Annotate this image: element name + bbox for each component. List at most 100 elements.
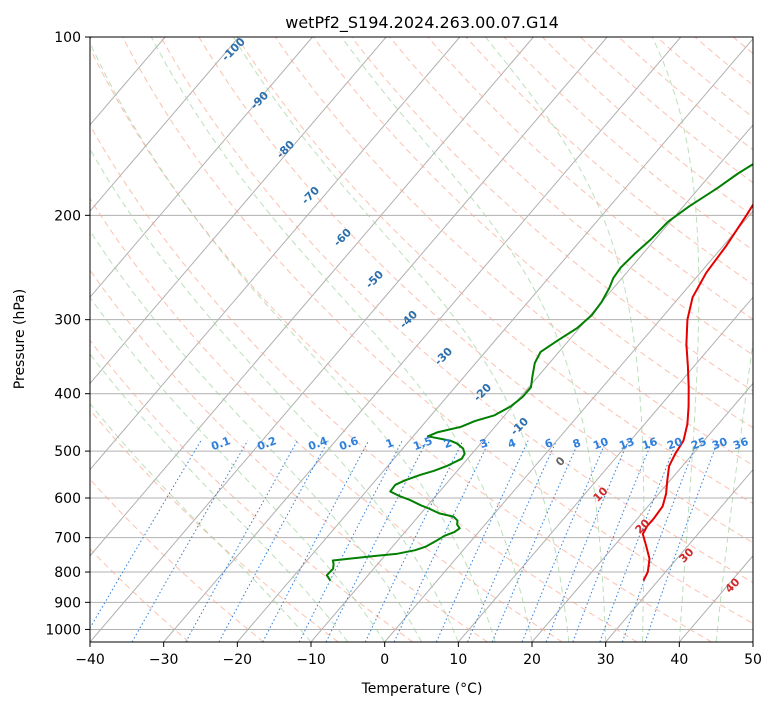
isotherm-line [531, 382, 753, 642]
dry-adiabat-line [618, 37, 753, 151]
mixing-ratio-label: 13 [617, 435, 636, 452]
y-tick-label: 500 [54, 444, 81, 460]
dry-adiabat-line [389, 37, 753, 356]
dry-adiabat-label: 30 [677, 545, 697, 565]
mixing-ratio-line [621, 440, 698, 642]
dry-adiabat-label: -20 [471, 381, 494, 404]
mixing-ratio-label: 20 [665, 435, 684, 453]
dry-adiabat-label: -70 [299, 184, 322, 207]
dry-adiabat-line [656, 37, 753, 118]
isotherm-line [457, 296, 753, 642]
moist-adiabat-line [90, 353, 349, 642]
plot-frame [89, 36, 754, 643]
temperature-line [641, 203, 753, 582]
x-axis-label: Temperature (°C) [361, 681, 483, 697]
dry-adiabat-line [90, 197, 563, 642]
dry-adiabat-label: -10 [508, 415, 531, 438]
moist-adiabat-line [150, 37, 533, 642]
dry-adiabat-line [90, 47, 712, 642]
x-tick-label: 20 [523, 652, 541, 668]
dry-adiabat-label: 40 [723, 575, 743, 595]
dry-adiabat-line [580, 37, 753, 184]
isotherm-line [90, 37, 608, 642]
dry-adiabat-line [160, 37, 753, 584]
mixing-ratio-line [325, 440, 428, 642]
dry-adiabat-line [236, 37, 753, 505]
mixing-ratio-label: 3 [478, 436, 490, 451]
chart-title: wetPf2_S194.2024.263.00.07.G14 [285, 13, 559, 33]
dry-adiabat-line [465, 37, 753, 286]
mixing-ratio-label: 1.5 [411, 434, 434, 453]
moist-adiabat-line [651, 37, 700, 642]
y-tick-label: 1000 [45, 622, 81, 638]
mixing-ratio-label: 4 [506, 436, 518, 451]
x-tick-label: 0 [380, 652, 389, 668]
mixing-ratio-label: 30 [710, 435, 729, 453]
y-tick-label: 200 [54, 208, 81, 224]
mixing-ratio-line [435, 440, 529, 642]
y-tick-label: 300 [54, 313, 81, 329]
dry-adiabat-line [90, 124, 638, 642]
dry-adiabat-label: -80 [274, 138, 297, 161]
isotherm-line [236, 37, 753, 642]
dry-adiabat-line [198, 37, 753, 544]
dry-adiabat-label: 0 [553, 454, 568, 469]
mixing-ratio-label: 0.2 [255, 434, 278, 453]
background-lines [90, 37, 775, 642]
y-axis-ticks: 100 200 300 400 500 600 700 800 900 1000 [45, 30, 90, 638]
dry-adiabat-label: -60 [331, 226, 354, 249]
mixing-ratio-line [218, 440, 329, 642]
dry-adiabat-line [732, 37, 753, 55]
mixing-ratio-line [644, 440, 719, 642]
x-tick-label: −20 [223, 652, 253, 668]
mixing-ratio-label: 0.6 [337, 434, 360, 453]
moist-adiabat-line [232, 37, 570, 642]
dry-adiabat-line [694, 37, 753, 86]
x-tick-label: 10 [449, 652, 467, 668]
x-axis-ticks: −40 −30 −20 −10 0 10 20 30 40 50 [75, 642, 762, 668]
isotherm-line [90, 37, 534, 557]
mixing-ratio-label: 6 [543, 436, 555, 451]
dry-adiabat-line [351, 37, 753, 392]
dry-adiabat-label: -50 [363, 268, 386, 291]
x-tick-label: −40 [75, 652, 105, 668]
dry-adiabat-line [90, 339, 414, 642]
dewpoint-line [325, 162, 753, 582]
moist-adiabat-line [90, 403, 312, 642]
moist-adiabat-line [485, 37, 645, 642]
mixing-ratio-line [90, 440, 202, 629]
isotherm-line [752, 641, 753, 642]
dry-adiabat-line [312, 37, 753, 429]
y-tick-label: 400 [54, 387, 81, 403]
moist-adiabat-line [90, 296, 386, 642]
mixing-ratio-line [491, 440, 580, 642]
isotherm-line [384, 210, 753, 642]
y-tick-label: 900 [54, 595, 81, 611]
x-tick-label: 40 [670, 652, 688, 668]
isotherm-line [163, 37, 682, 642]
moist-adiabat-line [90, 41, 496, 642]
mixing-ratio-label: 16 [640, 435, 659, 453]
moist-adiabat-line [90, 229, 422, 642]
y-tick-label: 100 [54, 30, 81, 46]
y-tick-label: 800 [54, 565, 81, 581]
isotherm-line [678, 555, 753, 642]
dry-adiabat-line [771, 37, 775, 642]
isotherm-line [90, 37, 240, 212]
mixing-ratio-line [467, 440, 557, 642]
mixing-ratio-line [185, 440, 298, 642]
dry-adiabat-line [90, 409, 339, 642]
isotherm-line [90, 37, 387, 385]
moist-adiabat-line [715, 337, 753, 642]
mixing-ratio-line [572, 440, 653, 642]
isotherm-line [90, 37, 461, 471]
x-tick-label: 30 [597, 652, 615, 668]
mixing-ratio-label: 25 [689, 435, 708, 452]
mixing-ratio-line [262, 440, 370, 642]
x-tick-label: −30 [149, 652, 179, 668]
isotherm-line [90, 37, 313, 299]
mixing-ratio-label: 10 [591, 435, 610, 453]
dry-adiabat-line [122, 37, 753, 624]
dry-adiabat-label: -40 [397, 308, 420, 331]
